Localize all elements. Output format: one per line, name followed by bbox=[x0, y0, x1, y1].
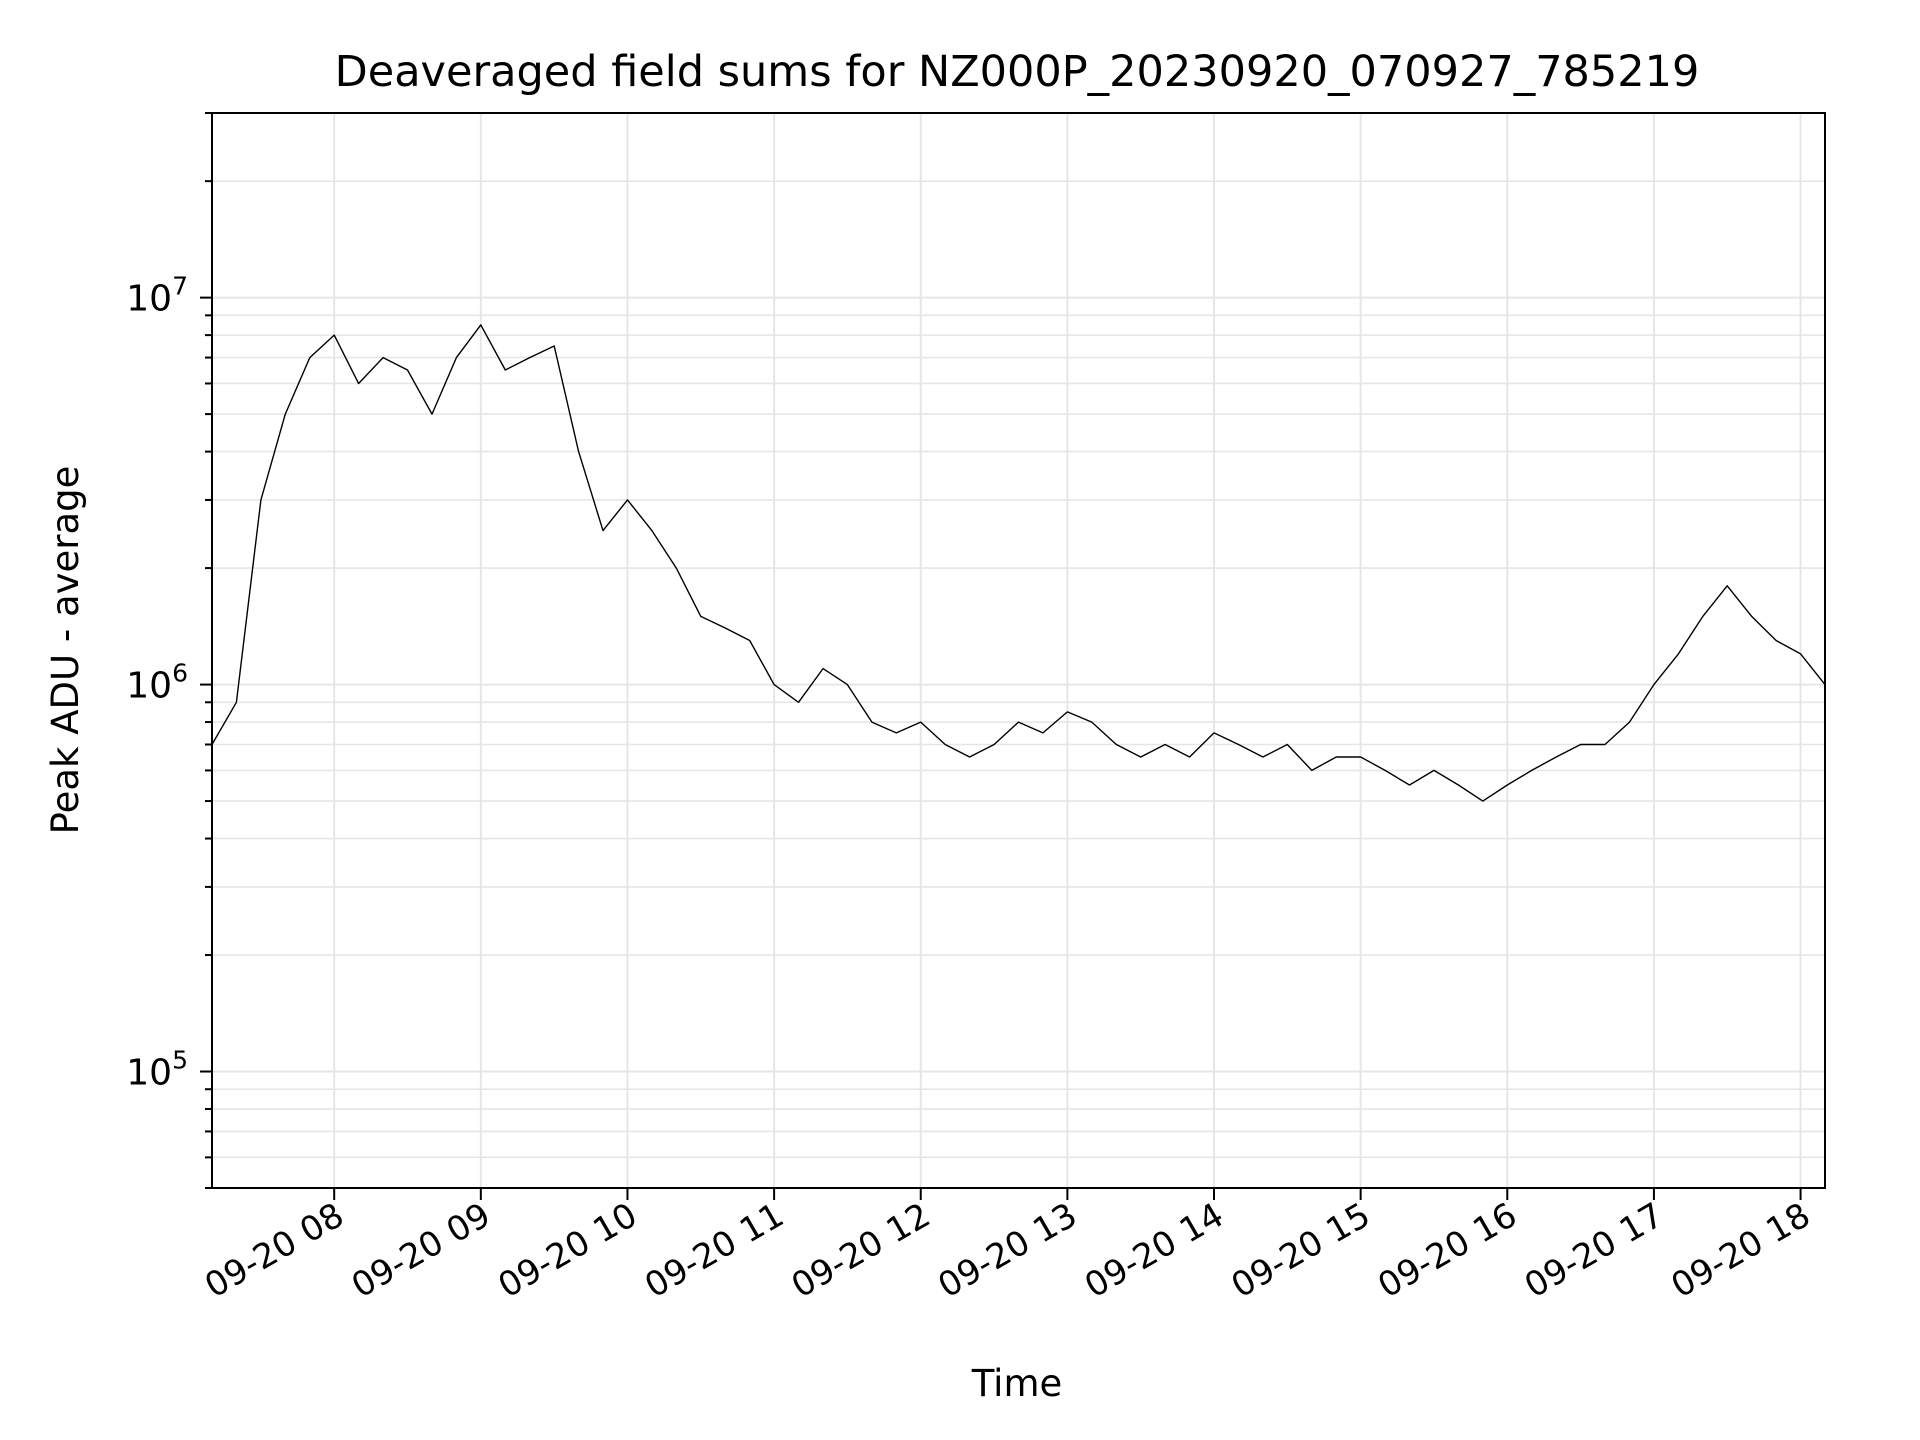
series-group bbox=[211, 324, 1826, 802]
y-axis: 105 106 107 bbox=[126, 112, 212, 1189]
y-tick-label: 106 bbox=[126, 659, 188, 707]
plot-frame bbox=[211, 112, 1826, 1189]
y-tick-label: 107 bbox=[126, 272, 188, 320]
series-line bbox=[211, 324, 1826, 802]
x-axis-label: Time bbox=[971, 1362, 1063, 1405]
y-tick-label: 105 bbox=[126, 1046, 188, 1094]
chart-title: Deaveraged field sums for NZ000P_2023092… bbox=[335, 47, 1700, 97]
x-grid bbox=[333, 113, 1802, 1188]
y-axis-label: Peak ADU - average bbox=[44, 466, 87, 835]
